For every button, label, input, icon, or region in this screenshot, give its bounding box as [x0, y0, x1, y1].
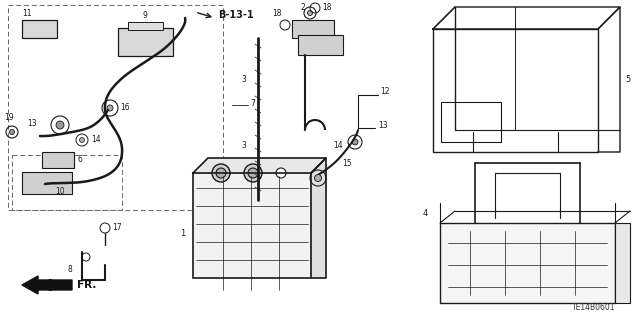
Text: 16: 16 — [120, 102, 130, 112]
Text: TE14B0601: TE14B0601 — [572, 303, 615, 313]
Text: 19: 19 — [4, 114, 13, 122]
Bar — [42, 152, 74, 168]
Circle shape — [10, 130, 15, 135]
Text: 18: 18 — [273, 9, 282, 18]
Bar — [615, 223, 630, 303]
Text: 13: 13 — [378, 121, 388, 130]
Text: 10: 10 — [55, 188, 65, 197]
Circle shape — [56, 121, 64, 129]
Bar — [128, 22, 163, 30]
Text: 1: 1 — [180, 228, 185, 238]
FancyArrow shape — [22, 276, 72, 294]
Text: 18: 18 — [322, 3, 332, 11]
Bar — [440, 223, 615, 303]
Text: 11: 11 — [22, 10, 31, 19]
Circle shape — [307, 11, 312, 16]
Text: 6: 6 — [77, 154, 82, 164]
Circle shape — [248, 168, 258, 178]
Text: 13: 13 — [28, 118, 37, 128]
Text: 14: 14 — [91, 136, 100, 145]
Bar — [292, 20, 334, 38]
Circle shape — [314, 174, 321, 182]
Circle shape — [352, 139, 358, 145]
Circle shape — [216, 168, 226, 178]
Circle shape — [244, 164, 262, 182]
Text: FR.: FR. — [77, 280, 97, 290]
Circle shape — [79, 137, 84, 143]
Circle shape — [212, 164, 230, 182]
Text: B-13-1: B-13-1 — [218, 10, 253, 20]
Bar — [22, 172, 72, 194]
Bar — [118, 28, 173, 56]
Text: 12: 12 — [380, 87, 390, 97]
Text: 14: 14 — [333, 140, 343, 150]
Bar — [193, 173, 311, 278]
Text: 17: 17 — [112, 224, 122, 233]
Circle shape — [107, 105, 113, 111]
Circle shape — [276, 168, 286, 178]
Text: 7: 7 — [250, 100, 255, 108]
Text: 2: 2 — [300, 3, 305, 11]
Polygon shape — [311, 158, 326, 278]
Text: 9: 9 — [143, 11, 147, 19]
Bar — [8, 5, 223, 210]
Bar — [433, 29, 598, 152]
Bar — [22, 20, 57, 38]
Text: 3: 3 — [241, 140, 246, 150]
Bar — [441, 102, 501, 142]
Text: 4: 4 — [423, 209, 428, 218]
Bar — [12, 155, 122, 210]
Polygon shape — [193, 158, 326, 173]
Text: 3: 3 — [241, 76, 246, 85]
Text: 5: 5 — [625, 75, 630, 84]
Text: 8: 8 — [67, 265, 72, 275]
Text: 15: 15 — [342, 159, 351, 167]
Bar — [298, 35, 343, 55]
